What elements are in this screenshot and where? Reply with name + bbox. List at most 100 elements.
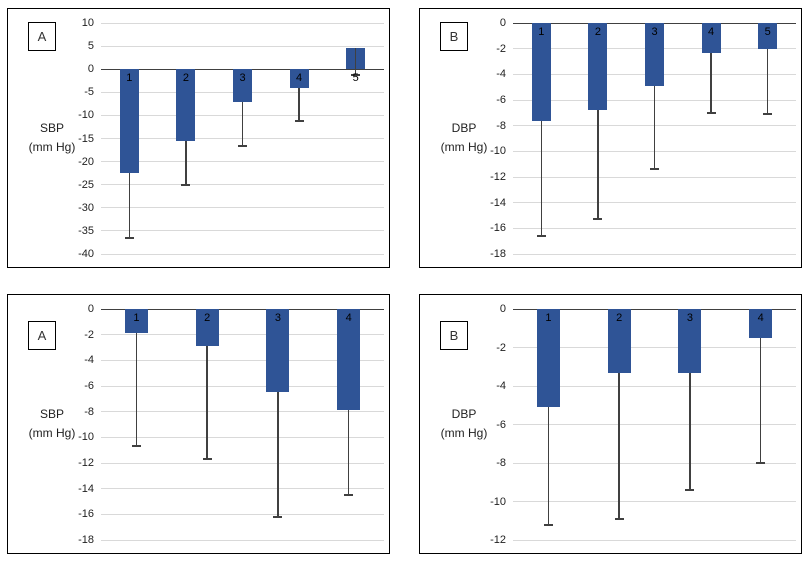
y-tick-label: -25 [78, 178, 94, 191]
error-bar-cap [685, 488, 695, 491]
error-bar-whisker [135, 333, 138, 447]
y-tick-label: -2 [496, 341, 506, 354]
data-bar [337, 309, 361, 411]
y-tick-label: -14 [78, 482, 94, 495]
panel-letter: A [37, 328, 47, 343]
gridline [101, 411, 384, 413]
y-tick-label: -8 [496, 457, 506, 469]
error-bar-cap [536, 235, 546, 238]
y-tick-label: -12 [490, 171, 506, 183]
error-bar-whisker [547, 407, 550, 525]
y-axis-title-line2: (mm Hg) [28, 426, 76, 440]
y-tick-label: -6 [496, 94, 506, 106]
gridline [101, 161, 384, 163]
error-bar-whisker [766, 48, 769, 115]
data-bar [588, 23, 608, 111]
gridline [513, 539, 796, 541]
gridline [513, 347, 796, 348]
gridline [513, 462, 796, 464]
y-tick-label: -4 [496, 380, 506, 392]
chart-panel-bottom-right-dbp: B DBP (mm Hg) 1 2 3 4 0 -2 -4 -6 -8 -10 -12 [419, 294, 802, 554]
y-axis-title-line1: DBP [451, 406, 477, 421]
data-bar [233, 69, 252, 102]
error-bar-cap [181, 183, 191, 186]
error-bar-whisker [689, 372, 691, 490]
error-bar-cap [294, 120, 304, 123]
y-tick-label: -30 [78, 201, 94, 214]
data-bar [289, 69, 309, 88]
category-axis-label: 1 [126, 72, 133, 85]
gridline [513, 424, 796, 425]
error-bar-cap [593, 218, 603, 221]
error-bar-whisker [206, 346, 208, 460]
y-tick-label: -14 [490, 196, 506, 209]
panel-letter-box: A [28, 22, 56, 51]
y-tick-label: 0 [87, 63, 94, 76]
y-axis-title-line1: SBP [39, 406, 64, 421]
chart-panel-top-right-dbp: B DBP (mm Hg) 1 2 3 4 5 0 -2 -4 -6 -8 -10 -12 -14 -1… [419, 8, 802, 268]
category-axis-label: 2 [182, 72, 189, 85]
gridline [101, 253, 384, 255]
gridline [101, 385, 384, 387]
category-axis-label: 4 [708, 26, 715, 38]
error-bar-whisker [277, 392, 279, 517]
category-axis-label: 3 [686, 312, 693, 324]
error-bar-cap [131, 445, 141, 448]
error-bar-cap [543, 523, 553, 526]
y-tick-label: -15 [78, 132, 94, 145]
panel-letter: B [449, 29, 459, 44]
y-tick-label: 5 [87, 40, 94, 53]
error-bar-cap [351, 73, 361, 76]
gridline [101, 207, 384, 209]
category-axis-label: 4 [345, 312, 352, 324]
gridline [513, 501, 796, 502]
error-bar-whisker [354, 48, 357, 75]
gridline [101, 462, 384, 464]
y-axis-title: DBP (mm Hg) [420, 405, 508, 443]
category-axis-label: 5 [764, 26, 771, 38]
y-tick-label: -10 [78, 431, 94, 444]
error-bar-cap [650, 168, 659, 171]
panel-letter: B [449, 328, 459, 343]
chart-panel-top-left-sbp: A SBP (mm Hg) 1 2 3 4 5 10 5 0 -5 -10 -15 -20 -25 -3… [7, 8, 390, 268]
plot-area: 1 2 3 4 [101, 308, 384, 541]
error-bar-cap [273, 515, 283, 518]
y-axis-title: SBP (mm Hg) [8, 405, 96, 443]
y-tick-label: -4 [84, 354, 94, 367]
y-axis-title-line1: DBP [451, 120, 477, 135]
data-bar [266, 309, 290, 393]
gridline [513, 176, 796, 178]
y-tick-label: -5 [84, 86, 94, 99]
y-tick-label: -40 [78, 248, 94, 260]
category-axis-label: 1 [133, 312, 140, 324]
y-tick-label: -2 [84, 328, 94, 341]
y-tick-label: -20 [78, 155, 94, 168]
error-bar-cap [238, 144, 247, 147]
y-axis-title: SBP (mm Hg) [8, 119, 96, 157]
gridline [101, 45, 384, 47]
gridline [101, 184, 384, 186]
data-bar [536, 309, 560, 408]
data-bar [758, 23, 778, 49]
y-tick-label: 0 [87, 303, 94, 315]
data-bar [124, 309, 148, 334]
data-bar [678, 309, 702, 373]
error-bar-whisker [128, 173, 131, 238]
category-axis-label: 3 [274, 312, 281, 324]
data-bar [176, 69, 196, 141]
y-tick-label: -12 [490, 534, 506, 546]
data-bar [531, 23, 551, 121]
data-bar [645, 23, 664, 86]
y-axis-title-line2: (mm Hg) [440, 140, 488, 154]
category-axis-label: 2 [594, 26, 601, 38]
error-bar-whisker [185, 140, 187, 185]
y-tick-label: -18 [490, 248, 506, 260]
plot-area: 1 2 3 4 [513, 308, 796, 541]
zero-axis-line [101, 308, 384, 310]
panel-letter-box: B [440, 321, 468, 350]
y-axis-title-line1: SBP [39, 120, 64, 135]
y-axis-title-line2: (mm Hg) [440, 426, 488, 440]
y-tick-label: -6 [496, 418, 506, 431]
y-tick-label: -10 [78, 109, 94, 122]
